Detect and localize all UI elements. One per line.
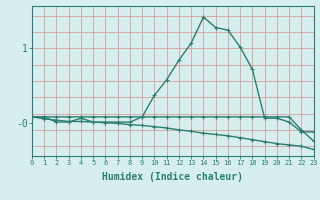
X-axis label: Humidex (Indice chaleur): Humidex (Indice chaleur) <box>102 172 243 182</box>
